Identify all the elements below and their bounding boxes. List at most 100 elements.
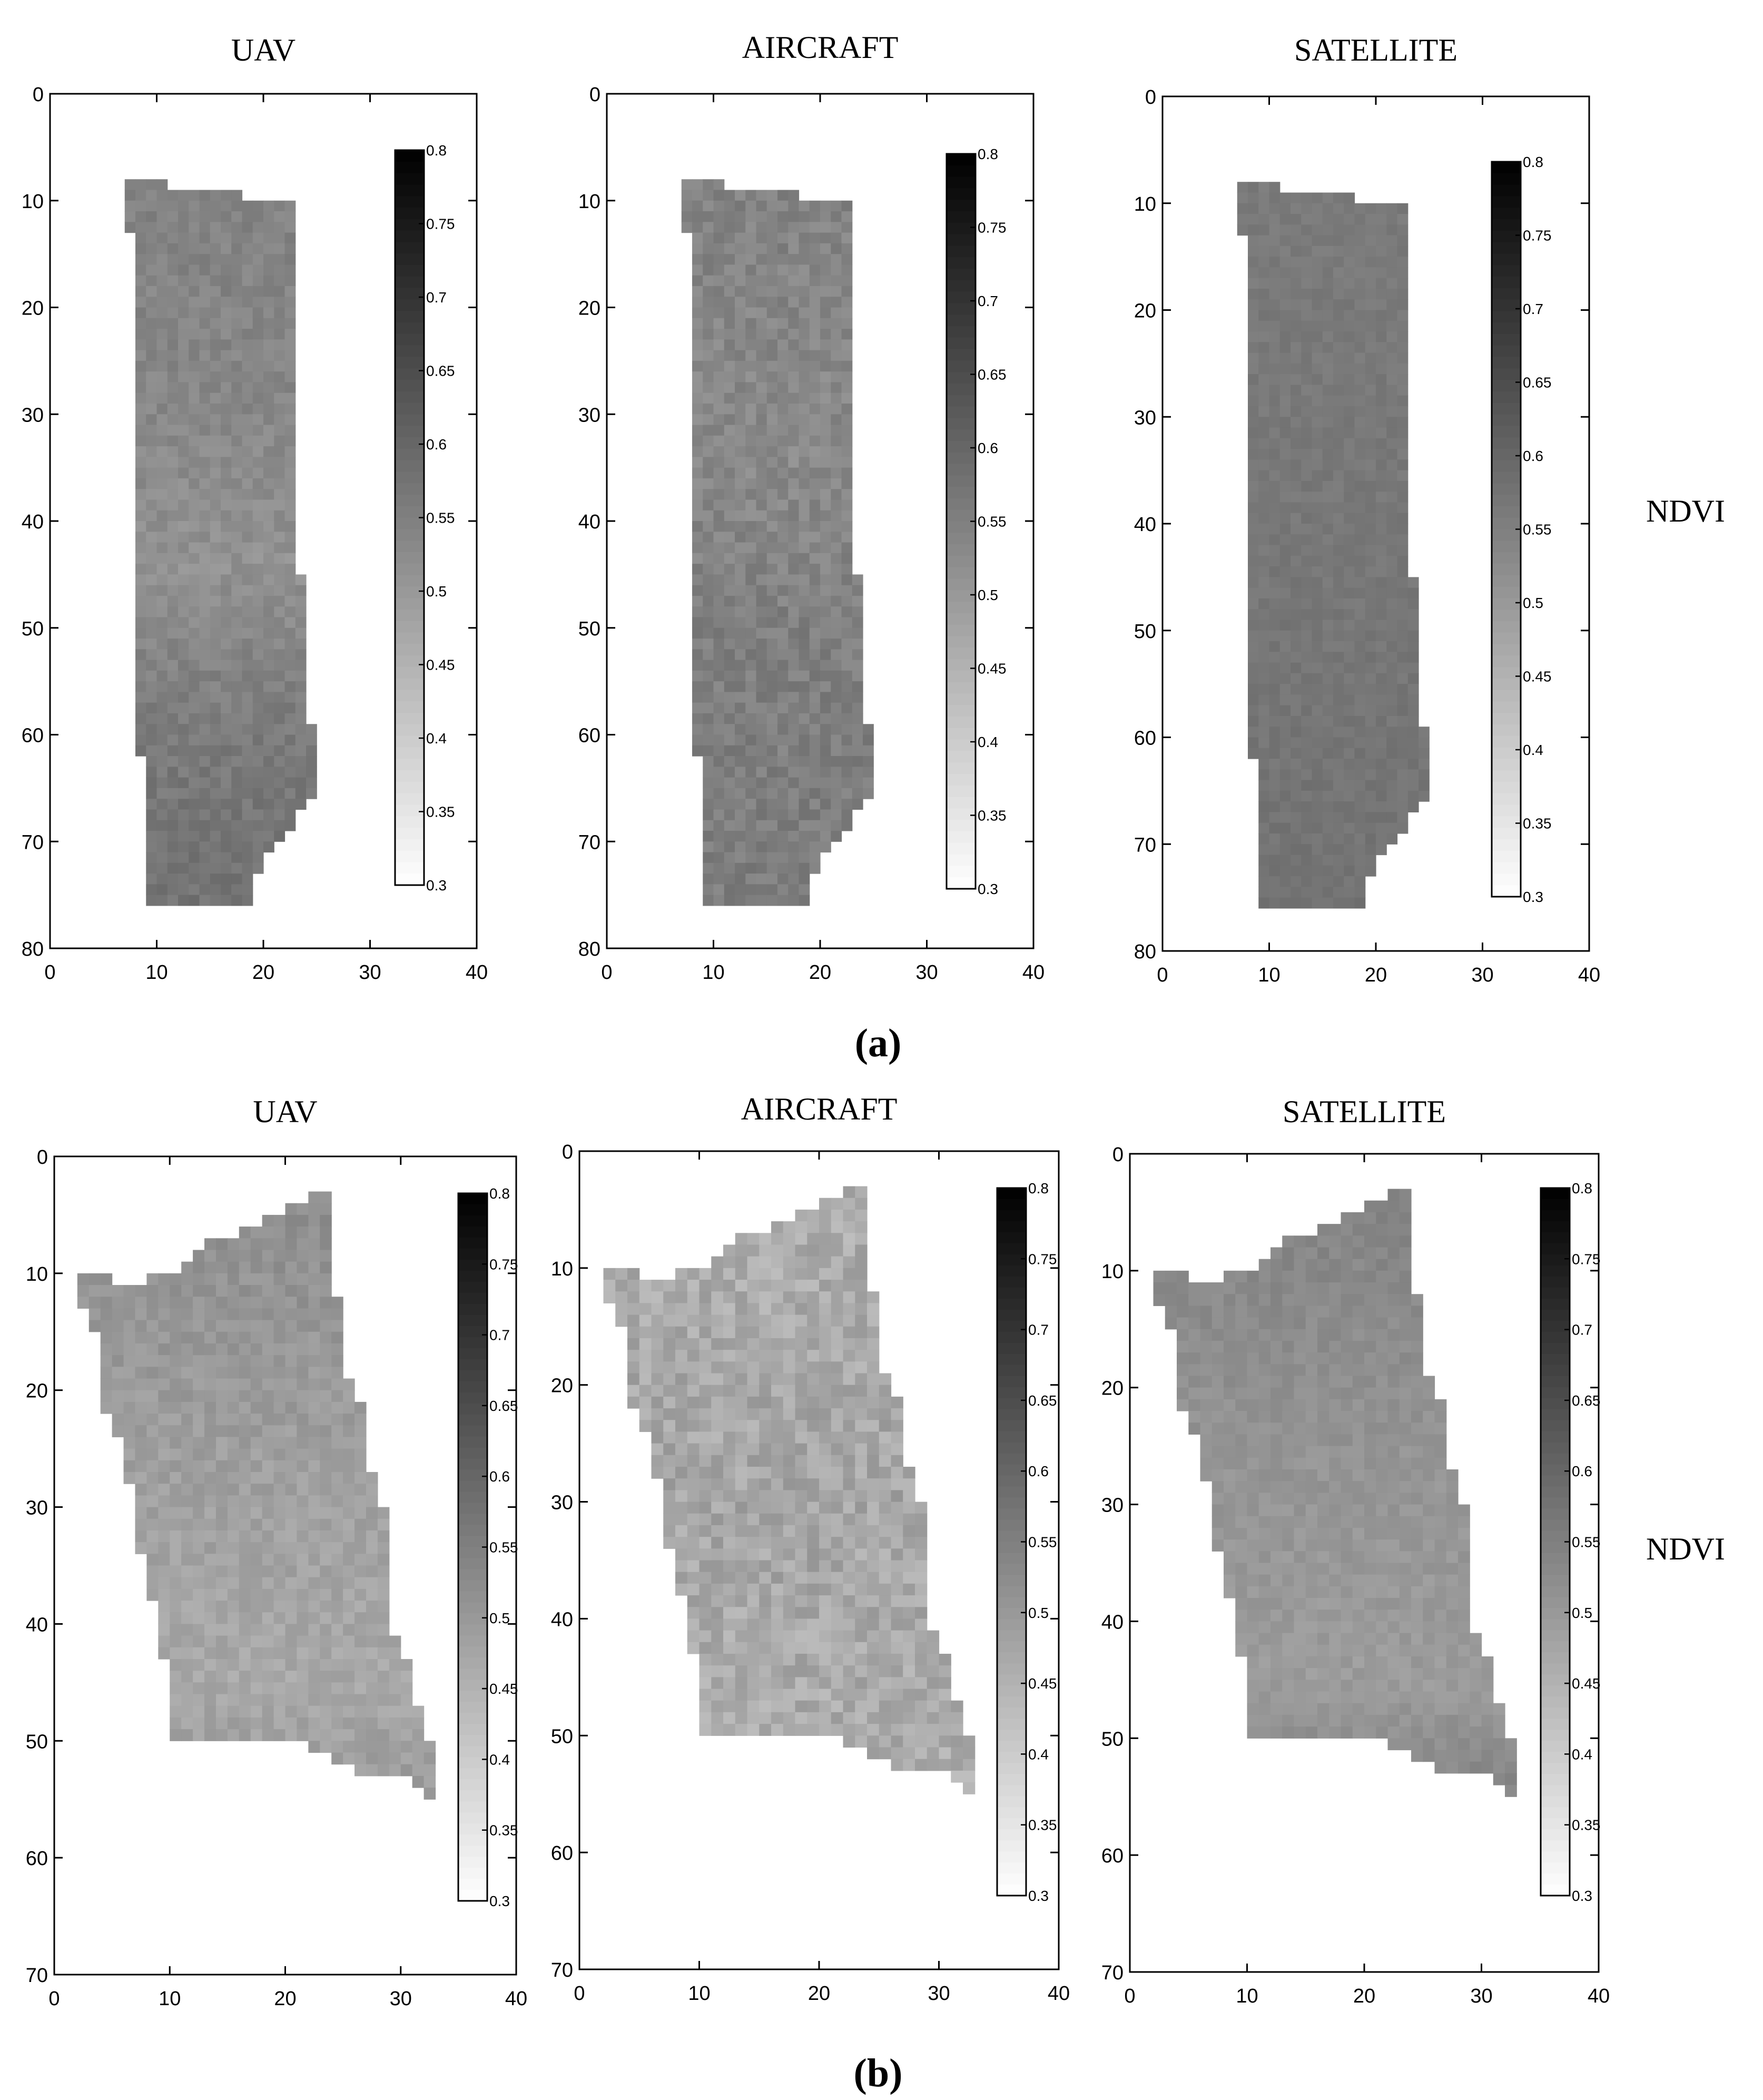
heatmap-cell — [747, 1455, 760, 1467]
heatmap-cell — [1333, 673, 1344, 684]
heatmap-cell — [724, 830, 735, 842]
heatmap-cell — [135, 360, 146, 372]
heatmap-cell — [841, 574, 853, 586]
heatmap-cell — [227, 1565, 240, 1578]
heatmap-cell — [651, 1443, 664, 1456]
heatmap-cell — [703, 649, 714, 661]
heatmap-cell — [252, 745, 264, 757]
heatmap-cell — [699, 1291, 712, 1304]
heatmap-cell — [178, 499, 189, 511]
heatmap-cell — [795, 1396, 807, 1409]
heatmap-cell — [1354, 694, 1366, 706]
heatmap-cell — [210, 617, 221, 629]
heatmap-cell — [250, 1484, 263, 1496]
heatmap-cell — [783, 1431, 796, 1444]
heatmap-cell — [1279, 417, 1291, 428]
heatmap-cell — [663, 1396, 676, 1409]
heatmap-cell — [320, 1437, 332, 1449]
heatmap-cell — [852, 681, 863, 693]
heatmap-cell — [204, 1425, 216, 1438]
heatmap-cell — [713, 895, 725, 906]
heatmap-cell — [1365, 438, 1376, 449]
heatmap-cell — [193, 1601, 205, 1613]
heatmap-cell — [178, 339, 189, 351]
heatmap-cell — [221, 595, 232, 607]
heatmap-cell — [852, 649, 863, 661]
colorbar-tick-label: 0.8 — [1523, 154, 1543, 170]
heatmap-cell — [210, 595, 221, 607]
heatmap-cell — [231, 692, 243, 703]
heatmap-cell — [724, 553, 735, 564]
heatmap-cell — [1248, 406, 1259, 417]
heatmap-cell — [867, 1291, 880, 1304]
heatmap-cell — [331, 1518, 343, 1531]
heatmap-cell — [331, 1612, 343, 1625]
y-tick-label: 70 — [1134, 834, 1156, 856]
colorbar-segment — [458, 1834, 487, 1846]
heatmap-cell — [262, 1214, 274, 1227]
heatmap-cell — [788, 702, 800, 714]
heatmap-cell — [1333, 694, 1344, 706]
heatmap-cell — [221, 360, 232, 372]
heatmap-cell — [1397, 385, 1409, 396]
heatmap-cell — [1365, 844, 1376, 856]
heatmap-cell — [699, 1431, 712, 1444]
colorbar-segment — [1492, 747, 1521, 760]
heatmap-cell — [343, 1752, 355, 1765]
heatmap-cell — [852, 670, 863, 682]
heatmap-cell — [788, 371, 800, 383]
heatmap-cell — [788, 862, 800, 874]
heatmap-cell — [284, 595, 296, 607]
heatmap-cell — [239, 1238, 251, 1251]
heatmap-cell — [1291, 780, 1302, 791]
heatmap-cell — [1258, 406, 1270, 417]
heatmap-cell — [1322, 727, 1334, 738]
heatmap-cell — [713, 499, 725, 511]
heatmap-cell — [1365, 331, 1376, 342]
heatmap-cell — [723, 1314, 736, 1327]
heatmap-cell — [308, 1285, 320, 1297]
heatmap-cells — [77, 1191, 436, 1800]
heatmap-cell — [158, 1331, 170, 1344]
heatmap-cell — [221, 553, 232, 564]
heatmap-cell — [389, 1659, 401, 1671]
heatmap-cell — [687, 1513, 700, 1526]
heatmap-cell — [227, 1425, 240, 1438]
heatmap-cell — [146, 660, 157, 671]
heatmap-cell — [170, 1507, 182, 1519]
heatmap-cell — [221, 222, 232, 233]
heatmap-cell — [178, 606, 189, 618]
heatmap-cell — [724, 713, 735, 724]
heatmap-cell — [855, 1303, 868, 1316]
heatmap-cell — [331, 1425, 343, 1438]
heatmap-cell — [308, 1588, 320, 1601]
heatmap-cell — [167, 681, 179, 693]
heatmap-cell — [788, 681, 800, 693]
heatmap-cell — [651, 1303, 664, 1316]
heatmap-cell — [210, 435, 221, 447]
heatmap-cell — [745, 275, 757, 287]
heatmap-cell — [1269, 406, 1281, 417]
heatmap-cell — [745, 564, 757, 575]
heatmap-cell — [724, 777, 735, 789]
heatmap-cell — [1301, 374, 1313, 386]
heatmap-cell — [809, 254, 821, 266]
heatmap-cell — [400, 1729, 413, 1741]
heatmap-cell — [308, 1261, 320, 1274]
heatmap-cell — [274, 595, 285, 607]
heatmap-cell — [178, 297, 189, 308]
heatmap-cell — [158, 1390, 170, 1402]
heatmap-cell — [308, 1343, 320, 1356]
heatmap-cell — [820, 478, 831, 489]
heatmap-cell — [1419, 737, 1430, 749]
heatmap-cell — [242, 286, 253, 297]
heatmap-cell — [713, 286, 725, 297]
heatmap-cell — [759, 1361, 772, 1374]
heatmap-cell — [891, 1467, 903, 1479]
colorbar-segment — [458, 1226, 487, 1238]
heatmap-cell — [799, 734, 810, 746]
heatmap-cell — [820, 542, 831, 554]
heatmap-cell — [297, 1694, 309, 1706]
heatmap-cell — [820, 532, 831, 543]
heatmap-cell — [231, 862, 243, 874]
